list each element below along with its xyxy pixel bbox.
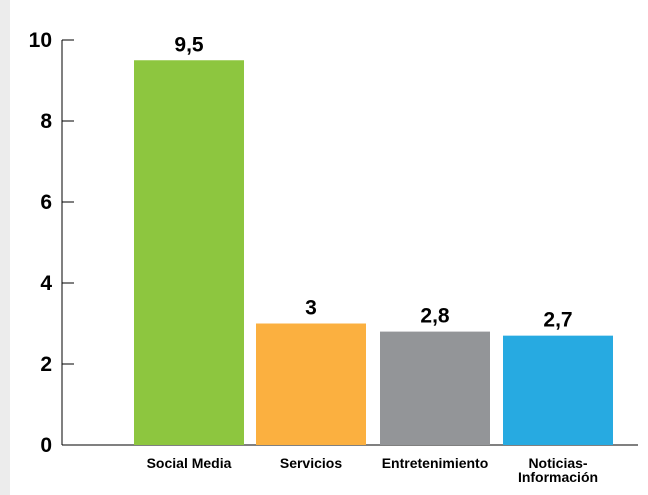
y-tick-label: 6 bbox=[40, 191, 52, 214]
bar bbox=[256, 323, 366, 445]
bar bbox=[134, 60, 244, 445]
y-tick-label: 0 bbox=[40, 434, 52, 457]
data-label: 3 bbox=[305, 297, 317, 320]
category-label: Social Media bbox=[147, 455, 232, 471]
bars bbox=[134, 60, 613, 445]
data-label: 2,8 bbox=[420, 305, 450, 328]
category-label-line: Noticias- bbox=[528, 455, 587, 471]
axes: 0 2 4 6 8 10 bbox=[29, 29, 638, 457]
category-label: Noticias-Información bbox=[518, 455, 598, 485]
y-tick-label: 2 bbox=[40, 353, 52, 376]
bar bbox=[503, 335, 613, 445]
data-label: 2,7 bbox=[543, 309, 572, 332]
category-label: Servicios bbox=[280, 455, 342, 471]
category-label: Entretenimiento bbox=[382, 455, 489, 471]
data-label: 9,5 bbox=[174, 33, 204, 56]
y-tick-label: 10 bbox=[29, 29, 52, 52]
y-tick-label: 8 bbox=[40, 110, 52, 133]
category-label-line: Información bbox=[518, 469, 598, 485]
y-tick-label: 4 bbox=[40, 272, 52, 295]
bar-chart: 0 2 4 6 8 10 9,5 Social Media 3 Servicios 2,8 Entr… bbox=[10, 0, 648, 495]
category-label-line: Servicios bbox=[280, 455, 342, 471]
category-label-line: Social Media bbox=[147, 455, 232, 471]
bar bbox=[380, 331, 490, 445]
labels: 9,5 Social Media 3 Servicios 2,8 Entretenimie… bbox=[147, 33, 598, 485]
category-label-line: Entretenimiento bbox=[382, 455, 489, 471]
chart-svg: 0 2 4 6 8 10 9,5 Social Media 3 Servicios 2,8 Entr… bbox=[29, 29, 638, 485]
